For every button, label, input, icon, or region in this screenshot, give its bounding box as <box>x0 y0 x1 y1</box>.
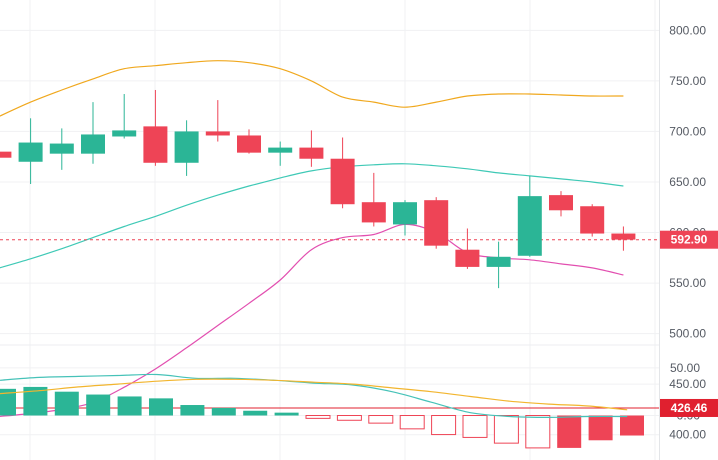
osc-bar-6 <box>180 405 205 416</box>
candle-body-12 <box>361 202 386 223</box>
candle-body-9 <box>268 147 293 153</box>
price-tick-label-0: 800.00 <box>669 23 706 37</box>
osc-bar-9 <box>274 412 299 416</box>
price-tick-label-6: 500.00 <box>669 327 706 341</box>
support-price-tag <box>660 398 718 417</box>
candle-10 <box>299 130 324 167</box>
oscillator-histogram <box>0 386 644 449</box>
candle-body-17 <box>517 196 542 256</box>
candle-4 <box>112 94 137 139</box>
price-tick-label-5: 550.00 <box>669 276 706 290</box>
osc-bar-5 <box>149 398 173 416</box>
osc-bar-18 <box>557 415 582 448</box>
candle-2 <box>49 128 74 170</box>
oscillator-lines <box>0 373 628 419</box>
osc-bar-19 <box>588 415 613 441</box>
price-tick-label-2: 700.00 <box>669 124 706 138</box>
candle-18 <box>549 191 573 217</box>
candle-1 <box>18 118 43 184</box>
osc-bar-14 <box>431 415 457 436</box>
candle-body-15 <box>455 249 480 267</box>
candle-body-18 <box>549 195 573 211</box>
osc-bar-0 <box>0 388 16 416</box>
candle-body-20 <box>611 233 636 240</box>
candle-5 <box>143 89 168 166</box>
price-tick-label-7: 450.00 <box>669 377 706 391</box>
osc-bar-4 <box>117 396 142 416</box>
osc-bar-3 <box>86 394 111 416</box>
candle-body-1 <box>18 142 43 162</box>
candle-12 <box>361 172 386 227</box>
price-tags: 592.90 426.46 <box>660 230 718 417</box>
osc-bar-8 <box>243 410 268 416</box>
candle-body-3 <box>81 134 105 154</box>
candle-3 <box>81 102 105 164</box>
candle-body-14 <box>424 200 449 246</box>
candle-body-0 <box>0 151 12 158</box>
osc-bar-12 <box>368 415 394 424</box>
osc-bar-10 <box>305 415 331 419</box>
osc-bar-13 <box>399 415 425 430</box>
candle-body-5 <box>143 126 168 163</box>
candle-13 <box>393 200 417 236</box>
price-tick-label-3: 650.00 <box>669 175 706 189</box>
osc-bar-15 <box>462 415 488 438</box>
candle-19 <box>580 204 605 237</box>
candle-body-16 <box>486 256 511 267</box>
candle-8 <box>237 129 261 154</box>
candle-body-4 <box>112 130 137 137</box>
candle-15 <box>455 228 480 269</box>
osc-bar-16 <box>493 415 519 444</box>
osc-bar-11 <box>336 415 362 421</box>
candle-14 <box>424 197 449 249</box>
candle-body-13 <box>393 202 417 225</box>
candle-body-6 <box>174 131 199 163</box>
candle-body-8 <box>237 135 261 153</box>
osc-bar-17 <box>525 415 551 449</box>
candle-16 <box>486 241 511 289</box>
candle-0 <box>0 151 12 158</box>
candle-7 <box>205 100 230 142</box>
candles <box>0 89 636 289</box>
price-tick-label-8: 400.00 <box>669 428 706 442</box>
osc-tick-label-0: 50.00 <box>670 361 700 375</box>
candle-body-2 <box>49 143 74 154</box>
candle-17 <box>517 175 542 257</box>
candle-body-7 <box>205 131 230 136</box>
last-price-tag-label: 592.90 <box>671 233 708 247</box>
support-price-tag-label: 426.46 <box>671 401 708 415</box>
band-middle-line <box>0 163 624 269</box>
osc-bar-20 <box>620 415 644 436</box>
candle-6 <box>174 120 199 176</box>
candle-9 <box>268 141 293 166</box>
osc-signal-line <box>0 378 628 411</box>
band-upper-line <box>0 60 624 117</box>
candle-20 <box>611 226 636 251</box>
candle-body-11 <box>330 158 355 205</box>
last-price-tag <box>660 230 718 249</box>
candle-body-19 <box>580 206 605 234</box>
osc-bar-7 <box>211 407 236 416</box>
price-axis-panel <box>660 0 718 460</box>
candle-11 <box>330 137 355 209</box>
osc-bar-2 <box>54 391 79 416</box>
price-tick-label-1: 750.00 <box>669 74 706 88</box>
candle-body-10 <box>299 147 324 159</box>
osc-macd-line <box>0 373 628 419</box>
